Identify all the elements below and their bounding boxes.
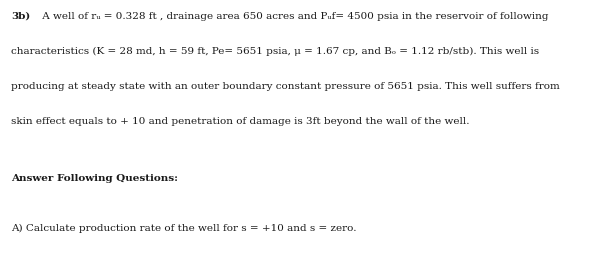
Text: characteristics (K = 28 md, h = 59 ft, Pe= 5651 psia, μ = 1.67 cp, and Bₒ = 1.12: characteristics (K = 28 md, h = 59 ft, P… bbox=[11, 47, 539, 56]
Text: producing at steady state with an outer boundary constant pressure of 5651 psia.: producing at steady state with an outer … bbox=[11, 82, 560, 91]
Text: skin effect equals to + 10 and penetration of damage is 3ft beyond the wall of t: skin effect equals to + 10 and penetrati… bbox=[11, 117, 470, 126]
Text: 3b): 3b) bbox=[11, 12, 30, 21]
Text: A well of rᵤ = 0.328 ft , drainage area 650 acres and Pᵤf= 4500 psia in the rese: A well of rᵤ = 0.328 ft , drainage area … bbox=[39, 12, 549, 21]
Text: Answer Following Questions:: Answer Following Questions: bbox=[11, 174, 178, 183]
Text: A) Calculate production rate of the well for s = +10 and s = zero.: A) Calculate production rate of the well… bbox=[11, 224, 356, 233]
